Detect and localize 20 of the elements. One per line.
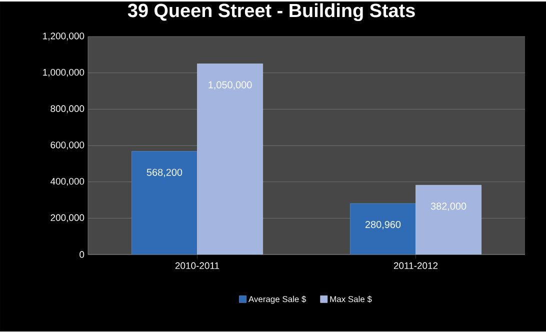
y-tick-label: 0: [80, 251, 84, 258]
y-tick-label: 400,000: [50, 178, 84, 186]
bar: [416, 185, 482, 255]
y-tick-label: 200,000: [50, 214, 84, 222]
data-label: 382,000: [430, 202, 466, 212]
x-tick-label: 2010-2011: [175, 262, 220, 270]
data-label: 568,200: [146, 169, 182, 178]
data-label: 280,960: [365, 221, 401, 230]
bar: [350, 204, 416, 255]
x-tick-label: 2011-2012: [394, 262, 438, 270]
bar: [132, 151, 198, 255]
legend-label: Max Sale $: [330, 296, 372, 303]
data-label: 1,050,000: [208, 82, 252, 90]
y-tick-label: 800,000: [50, 106, 84, 114]
y-tick-label: 1,000,000: [43, 69, 84, 78]
y-tick-label: 600,000: [50, 142, 84, 150]
y-tick-label: 1,200,000: [43, 32, 84, 41]
chart-title: 39 Queen Street - Building Stats: [128, 4, 415, 22]
bar: [197, 64, 264, 255]
legend-label: Average Sale $: [248, 296, 306, 304]
